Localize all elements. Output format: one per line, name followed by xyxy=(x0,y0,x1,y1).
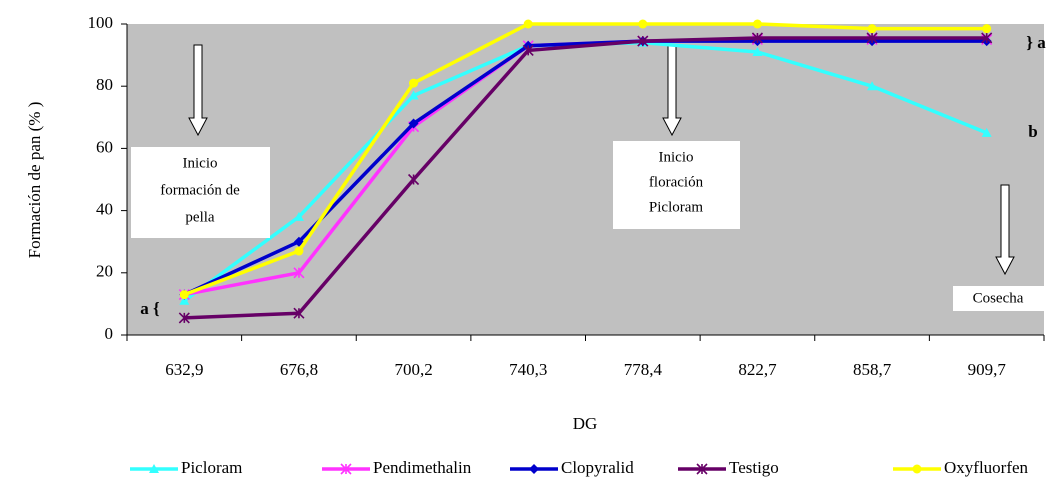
marker xyxy=(522,44,534,57)
legend-marker xyxy=(340,463,352,475)
annotation-box xyxy=(613,141,740,229)
series-line xyxy=(184,36,987,320)
marker xyxy=(866,32,878,44)
arrow xyxy=(662,44,682,137)
x-tick-label: 909,7 xyxy=(968,360,1007,379)
legend-label: Picloram xyxy=(181,458,242,477)
annotation-text: Inicio xyxy=(659,149,694,165)
legend-marker xyxy=(912,464,922,474)
marker xyxy=(408,90,419,100)
y-tick-label: 0 xyxy=(105,324,114,343)
plot-area xyxy=(127,24,1044,335)
marker xyxy=(179,295,190,305)
arrow xyxy=(188,44,208,137)
x-tick-label: 822,7 xyxy=(738,360,777,379)
y-tick-label: 40 xyxy=(96,200,113,219)
series xyxy=(178,32,993,324)
marker xyxy=(752,46,763,56)
marker xyxy=(407,173,420,186)
legend-marker xyxy=(149,464,159,473)
y-tick-label: 60 xyxy=(96,137,113,156)
annotation-text: Picloram xyxy=(649,199,703,215)
marker xyxy=(178,312,190,324)
legend-marker xyxy=(696,463,708,475)
annotation-box xyxy=(953,286,1044,311)
x-tick-label: 700,2 xyxy=(394,360,432,379)
y-tick-label: 20 xyxy=(96,262,113,281)
annotation-text: formación de xyxy=(160,182,240,198)
marker xyxy=(293,236,304,247)
x-tick-label: 740,3 xyxy=(509,360,547,379)
marker xyxy=(982,24,992,34)
x-tick-label: 676,8 xyxy=(280,360,318,379)
legend-label: Clopyralid xyxy=(561,458,634,477)
y-tick-label: 80 xyxy=(96,75,113,94)
legend-label: Testigo xyxy=(729,458,779,477)
x-tick-label: 632,9 xyxy=(165,360,203,379)
marker xyxy=(981,32,993,44)
legend-marker xyxy=(529,464,539,474)
marker xyxy=(293,307,305,319)
x-axis-title: DG xyxy=(573,414,598,433)
marker xyxy=(751,32,764,44)
arrow xyxy=(995,184,1015,276)
annotation-text: a { xyxy=(140,299,160,318)
x-tick-label: 858,7 xyxy=(853,360,892,379)
legend-label: Oxyfluorfen xyxy=(944,458,1029,477)
x-tick-label: 778,4 xyxy=(624,360,663,379)
annotation-arrows xyxy=(188,44,1015,276)
annotation-text: Cosecha xyxy=(973,290,1024,306)
marker xyxy=(179,290,189,300)
marker xyxy=(867,81,878,91)
marker xyxy=(294,246,304,256)
y-tick-label: 100 xyxy=(88,13,114,32)
annotation-text: b xyxy=(1028,122,1037,141)
marker xyxy=(867,24,877,34)
marker xyxy=(637,35,649,47)
annotation-text: Inicio xyxy=(183,155,218,171)
y-axis-title: Formación de pan (% ) xyxy=(25,102,44,259)
annotation-text: pella xyxy=(185,209,214,225)
marker xyxy=(293,211,304,221)
marker xyxy=(408,118,419,129)
annotation-text: } a xyxy=(1026,33,1046,52)
legend-label: Pendimethalin xyxy=(373,458,472,477)
marker xyxy=(409,78,419,88)
marker xyxy=(752,19,762,29)
marker xyxy=(981,127,992,137)
annotation-text: floración xyxy=(649,174,704,190)
series xyxy=(179,19,992,300)
series-line xyxy=(183,22,987,297)
marker xyxy=(638,19,648,29)
marker xyxy=(523,19,533,29)
marker xyxy=(293,267,305,279)
annotation-box xyxy=(131,147,270,238)
